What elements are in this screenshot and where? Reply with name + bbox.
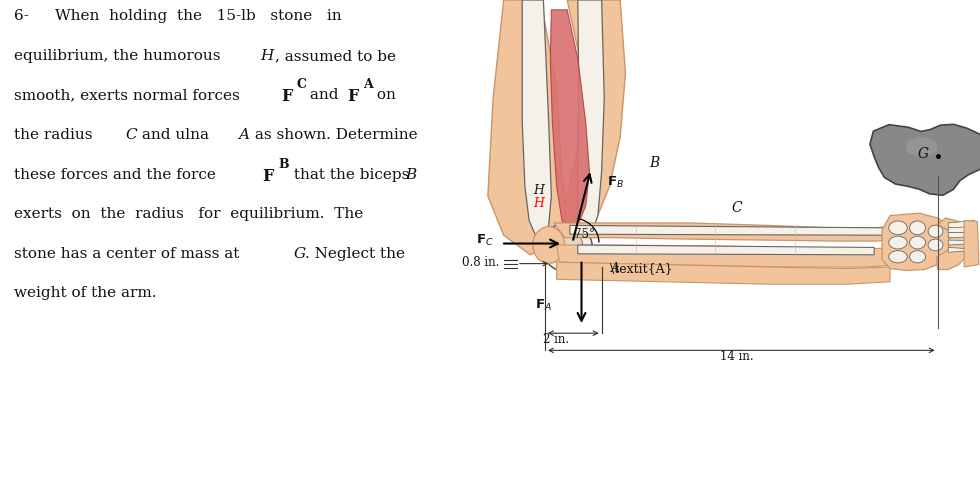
Ellipse shape (558, 232, 582, 258)
Text: When  holding  the   15-lb   stone   in: When holding the 15-lb stone in (55, 9, 342, 24)
Ellipse shape (909, 251, 925, 263)
Text: $\mathbf{F}_B$: $\mathbf{F}_B$ (607, 175, 624, 190)
Ellipse shape (909, 221, 925, 235)
Text: that the biceps: that the biceps (289, 168, 415, 182)
Text: smooth, exerts normal forces: smooth, exerts normal forces (14, 88, 244, 102)
Text: H: H (261, 49, 273, 63)
Text: C: C (125, 128, 137, 142)
Text: F: F (281, 88, 292, 105)
Polygon shape (554, 223, 906, 241)
Ellipse shape (928, 239, 943, 251)
Text: G: G (917, 147, 928, 161)
Ellipse shape (906, 137, 938, 157)
Text: C: C (297, 78, 307, 92)
Text: 0.8 in.: 0.8 in. (463, 256, 500, 269)
Polygon shape (964, 220, 979, 267)
Polygon shape (557, 262, 890, 284)
Polygon shape (870, 124, 980, 196)
Text: weight of the arm.: weight of the arm. (14, 286, 157, 300)
Polygon shape (562, 0, 625, 245)
Text: H: H (533, 197, 544, 210)
Text: $\mathbf{F}_C$: $\mathbf{F}_C$ (476, 233, 494, 248)
Polygon shape (937, 218, 969, 270)
Text: . Neglect the: . Neglect the (305, 247, 405, 261)
Polygon shape (882, 213, 951, 270)
Text: 6-: 6- (14, 9, 28, 24)
Text: $\mathbf{F}_A$: $\mathbf{F}_A$ (535, 298, 553, 313)
Polygon shape (949, 247, 972, 252)
Ellipse shape (889, 236, 907, 249)
Text: and: and (305, 88, 343, 102)
Text: A: A (238, 128, 250, 142)
Text: and ulna: and ulna (137, 128, 215, 142)
Text: B: B (278, 158, 289, 171)
Polygon shape (488, 0, 567, 255)
Ellipse shape (889, 221, 907, 235)
Text: A: A (363, 78, 372, 92)
Ellipse shape (533, 226, 564, 264)
Polygon shape (570, 225, 890, 235)
Text: stone has a center of mass at: stone has a center of mass at (14, 247, 244, 261)
Text: F: F (263, 168, 274, 185)
Ellipse shape (909, 236, 925, 249)
Text: C: C (731, 201, 742, 215)
Polygon shape (949, 232, 977, 238)
Text: B: B (650, 156, 660, 170)
Ellipse shape (928, 225, 943, 238)
Polygon shape (949, 220, 975, 228)
Text: B: B (406, 168, 416, 182)
Polygon shape (551, 10, 589, 230)
Text: , assumed to be: , assumed to be (274, 49, 396, 63)
Text: \textit{A}: \textit{A} (610, 262, 672, 275)
Text: on: on (372, 88, 396, 102)
Text: these forces and the force: these forces and the force (14, 168, 220, 182)
Polygon shape (578, 245, 874, 255)
Ellipse shape (889, 251, 907, 263)
Text: G: G (294, 247, 306, 261)
Text: the radius: the radius (14, 128, 97, 142)
Text: equilibrium, the humorous: equilibrium, the humorous (14, 49, 225, 63)
Polygon shape (949, 226, 977, 233)
Text: 2 in.: 2 in. (543, 333, 568, 346)
Polygon shape (949, 240, 975, 245)
Polygon shape (522, 0, 552, 235)
Text: exerts  on  the  radius   for  equilibrium.  The: exerts on the radius for equilibrium. Th… (14, 207, 363, 221)
Text: as shown. Determine: as shown. Determine (250, 128, 417, 142)
Text: F: F (347, 88, 359, 105)
Text: 14 in.: 14 in. (719, 350, 754, 363)
Text: 75°: 75° (573, 228, 595, 241)
Polygon shape (557, 245, 906, 267)
Polygon shape (578, 0, 605, 240)
Text: H: H (533, 184, 544, 196)
Text: A: A (611, 262, 619, 275)
Ellipse shape (542, 223, 592, 272)
